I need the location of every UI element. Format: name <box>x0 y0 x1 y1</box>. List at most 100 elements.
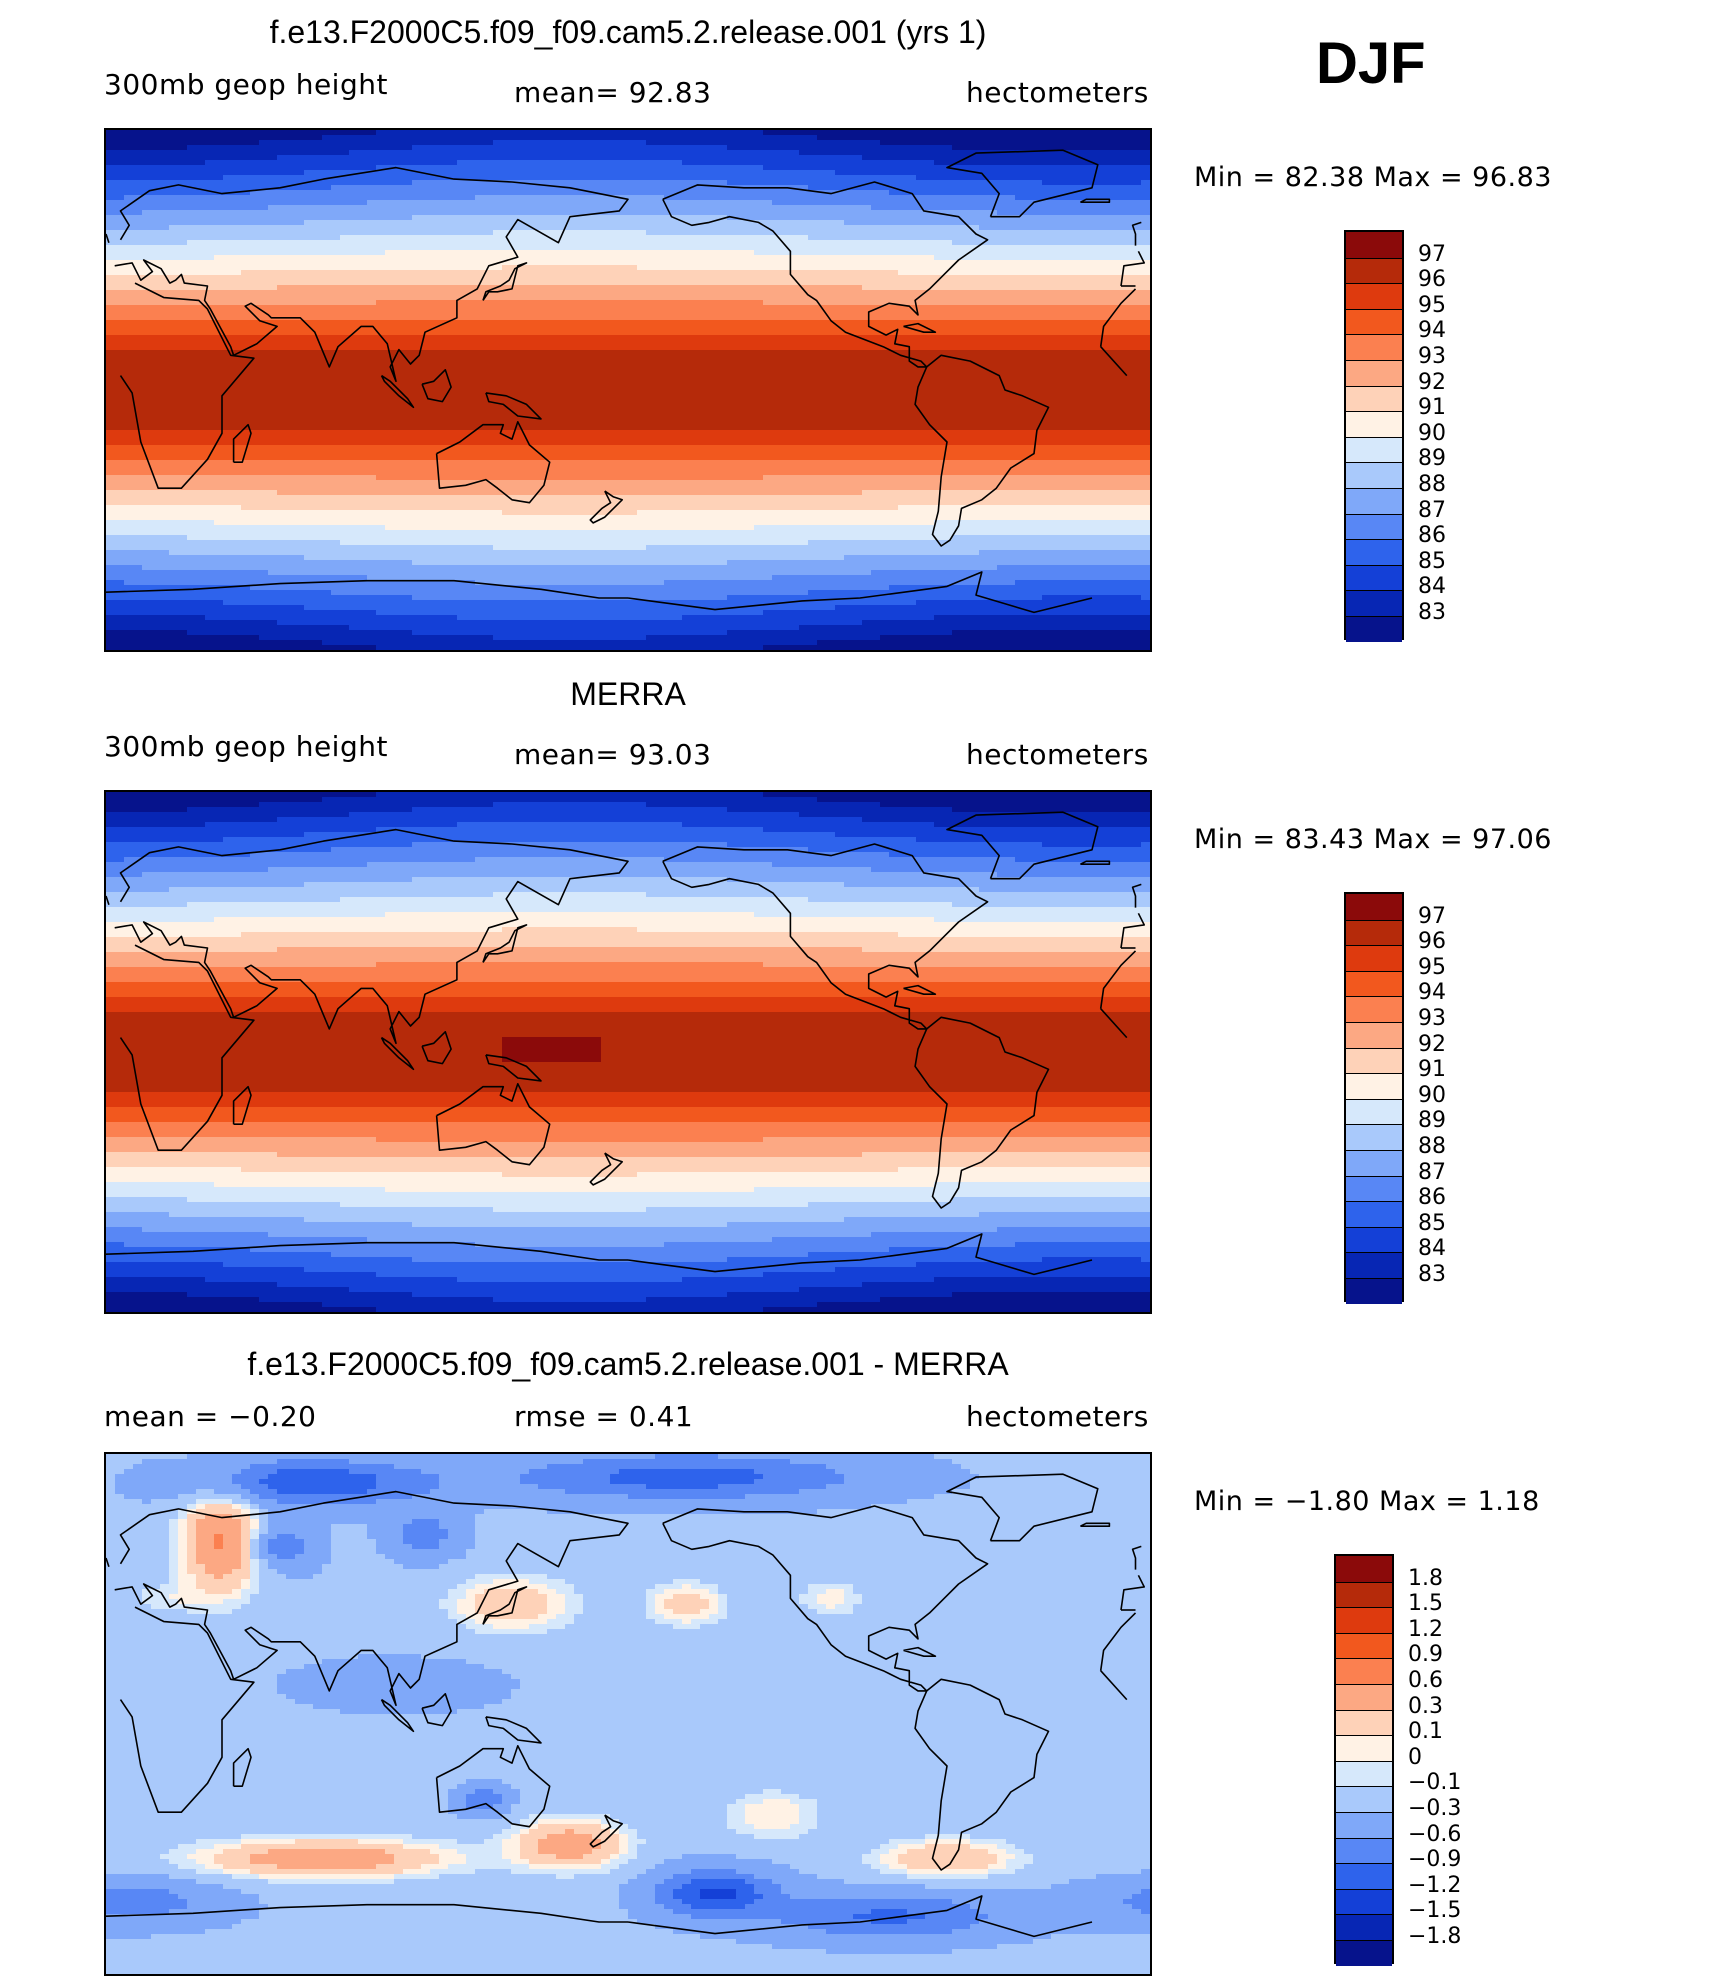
contour-cell <box>628 285 638 291</box>
contour-cell <box>1006 215 1016 221</box>
contour-cell <box>907 135 917 141</box>
contour-cell <box>979 140 989 146</box>
contour-cell <box>709 275 719 281</box>
contour-cell <box>286 335 296 341</box>
contour-cell <box>727 225 737 231</box>
contour-cell <box>214 175 224 181</box>
contour-cell <box>151 250 161 256</box>
contour-cell <box>151 195 161 201</box>
contour-cell <box>547 140 557 146</box>
contour-cell <box>133 150 143 156</box>
contour-cell <box>601 300 611 306</box>
contour-cell <box>583 235 593 241</box>
contour-cell <box>205 195 215 201</box>
contour-cell <box>439 300 449 306</box>
contour-cell <box>727 150 737 156</box>
contour-cell <box>1033 195 1043 201</box>
contour-cell <box>340 300 350 306</box>
contour-cell <box>808 255 818 261</box>
contour-cell <box>448 340 458 346</box>
contour-cell <box>1087 245 1097 251</box>
contour-cell <box>817 235 827 241</box>
contour-cell <box>619 130 629 136</box>
contour-cell <box>250 275 260 281</box>
contour-cell <box>853 145 863 151</box>
contour-cell <box>628 305 638 311</box>
contour-cell <box>853 225 863 231</box>
contour-cell <box>1087 300 1097 306</box>
contour-cell <box>853 335 863 341</box>
contour-cell <box>1132 165 1142 171</box>
contour-cell <box>151 280 161 286</box>
contour-cell <box>844 215 854 221</box>
contour-cell <box>610 270 620 276</box>
contour-cell <box>106 145 116 151</box>
contour-cell <box>160 200 170 206</box>
contour-cell <box>709 150 719 156</box>
contour-cell <box>133 240 143 246</box>
contour-cell <box>1123 220 1133 226</box>
contour-cell <box>763 230 773 236</box>
contour-cell <box>736 280 746 286</box>
contour-cell <box>844 210 854 216</box>
contour-cell <box>394 340 404 346</box>
contour-cell <box>286 275 296 281</box>
contour-cell <box>205 235 215 241</box>
contour-cell <box>682 180 692 186</box>
contour-cell <box>574 160 584 166</box>
contour-cell <box>880 265 890 271</box>
contour-cell <box>1060 165 1070 171</box>
contour-cell <box>385 180 395 186</box>
contour-cell <box>1096 230 1106 236</box>
contour-cell <box>115 330 125 336</box>
contour-cell <box>331 150 341 156</box>
contour-cell <box>448 250 458 256</box>
contour-cell <box>979 280 989 286</box>
contour-cell <box>466 300 476 306</box>
contour-cell <box>799 200 809 206</box>
contour-cell <box>439 235 449 241</box>
contour-cell <box>493 155 503 161</box>
contour-cell <box>673 180 683 186</box>
contour-cell <box>529 300 539 306</box>
contour-cell <box>1069 215 1079 221</box>
contour-cell <box>610 340 620 346</box>
contour-cell <box>115 315 125 321</box>
contour-cell <box>196 340 206 346</box>
contour-cell <box>196 170 206 176</box>
contour-cell <box>799 295 809 301</box>
contour-cell <box>979 200 989 206</box>
contour-cell <box>943 240 953 246</box>
contour-cell <box>1006 245 1016 251</box>
contour-cell <box>349 140 359 146</box>
contour-cell <box>718 205 728 211</box>
contour-cell <box>538 285 548 291</box>
contour-cell <box>1060 240 1070 246</box>
contour-cell <box>385 305 395 311</box>
contour-cell <box>340 170 350 176</box>
contour-cell <box>997 190 1007 196</box>
contour-cell <box>403 305 413 311</box>
contour-cell <box>493 160 503 166</box>
contour-cell <box>817 200 827 206</box>
contour-cell <box>988 270 998 276</box>
contour-cell <box>925 210 935 216</box>
contour-cell <box>502 225 512 231</box>
contour-cell <box>268 275 278 281</box>
contour-cell <box>925 140 935 146</box>
contour-cell <box>223 295 233 301</box>
contour-cell <box>412 185 422 191</box>
contour-cell <box>1141 255 1150 261</box>
contour-cell <box>1123 165 1133 171</box>
contour-cell <box>880 335 890 341</box>
contour-cell <box>412 285 422 291</box>
contour-cell <box>1033 165 1043 171</box>
contour-cell <box>259 225 269 231</box>
contour-cell <box>997 140 1007 146</box>
contour-cell <box>655 255 665 261</box>
contour-cell <box>664 320 674 326</box>
contour-cell <box>448 245 458 251</box>
contour-cell <box>106 280 116 286</box>
contour-cell <box>1078 235 1088 241</box>
contour-cell <box>115 345 125 351</box>
